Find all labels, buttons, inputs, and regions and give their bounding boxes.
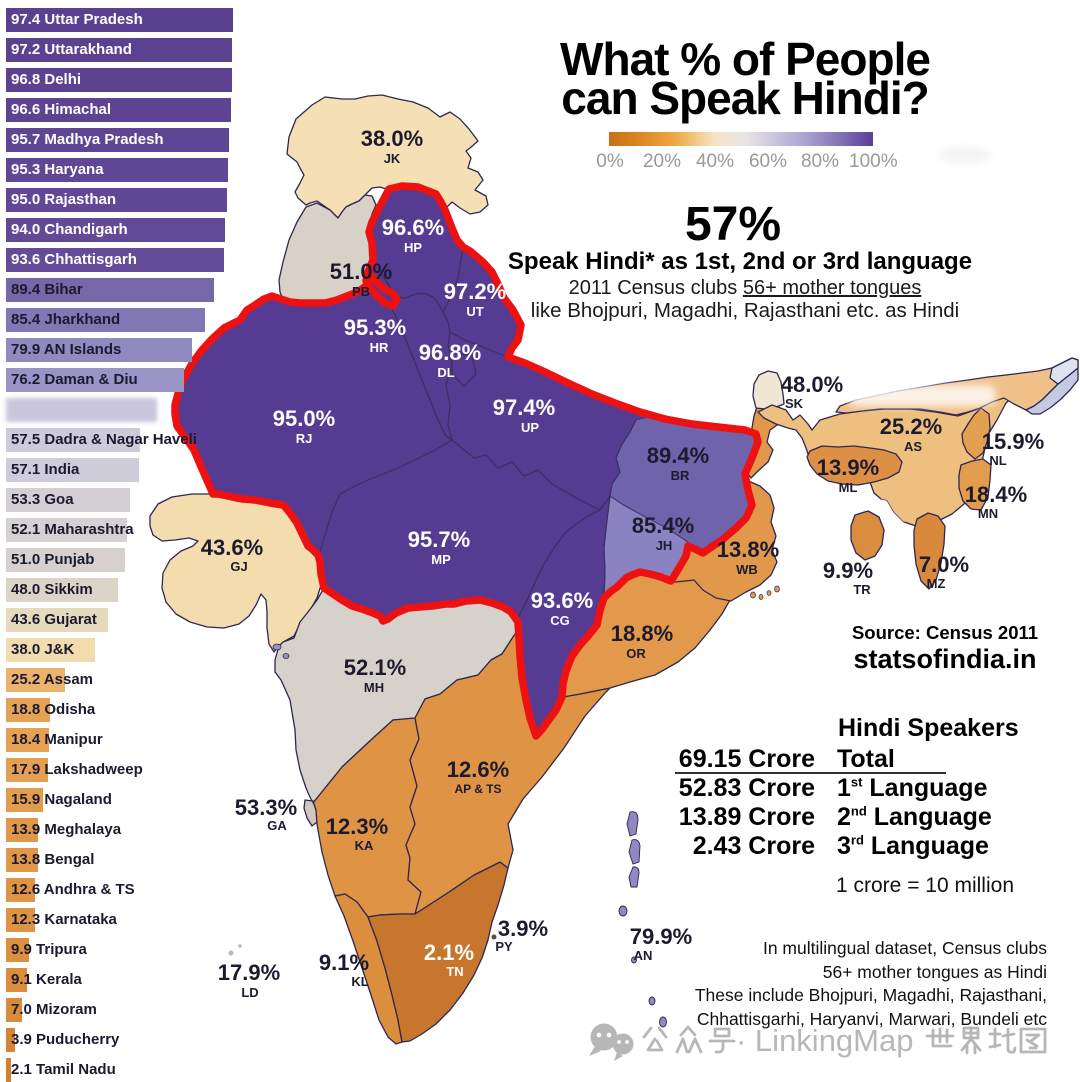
- svg-text:DL: DL: [437, 365, 454, 380]
- svg-text:JK: JK: [384, 151, 401, 166]
- svg-text:MH: MH: [364, 680, 384, 695]
- svg-text:13.9%: 13.9%: [817, 455, 879, 480]
- svg-text:GA: GA: [267, 818, 287, 833]
- svg-text:95.3%: 95.3%: [344, 315, 406, 340]
- svg-text:38.0%: 38.0%: [361, 126, 423, 151]
- svg-text:95.7%: 95.7%: [408, 527, 470, 552]
- svg-text:7.0%: 7.0%: [919, 552, 969, 577]
- svg-text:97.2%: 97.2%: [444, 279, 506, 304]
- svg-text:9.9%: 9.9%: [823, 558, 873, 583]
- svg-text:PY: PY: [495, 939, 513, 954]
- svg-text:51.0%: 51.0%: [330, 259, 392, 284]
- svg-text:TR: TR: [853, 582, 871, 597]
- svg-text:AS: AS: [904, 439, 922, 454]
- svg-text:RJ: RJ: [296, 431, 313, 446]
- svg-text:MN: MN: [978, 506, 998, 521]
- svg-text:97.4%: 97.4%: [493, 395, 555, 420]
- svg-text:WB: WB: [736, 562, 758, 577]
- svg-text:HP: HP: [404, 240, 422, 255]
- svg-text:ML: ML: [839, 480, 858, 495]
- svg-text:25.2%: 25.2%: [880, 414, 942, 439]
- svg-text:LD: LD: [241, 985, 258, 1000]
- svg-text:NL: NL: [989, 453, 1006, 468]
- svg-text:· LinkingMap: · LinkingMap: [736, 1023, 913, 1058]
- svg-text:KL: KL: [351, 974, 368, 989]
- svg-text:OR: OR: [626, 646, 646, 661]
- svg-text:52.1%: 52.1%: [344, 655, 406, 680]
- svg-text:GJ: GJ: [230, 559, 247, 574]
- svg-text:AP & TS: AP & TS: [454, 782, 501, 796]
- svg-text:93.6%: 93.6%: [531, 588, 593, 613]
- svg-text:13.8%: 13.8%: [717, 537, 779, 562]
- svg-text:79.9%: 79.9%: [630, 924, 692, 949]
- svg-text:17.9%: 17.9%: [218, 960, 280, 985]
- svg-text:SK: SK: [785, 396, 804, 411]
- svg-text:96.6%: 96.6%: [382, 215, 444, 240]
- svg-text:12.6%: 12.6%: [447, 757, 509, 782]
- svg-text:95.0%: 95.0%: [273, 406, 335, 431]
- svg-text:AN: AN: [634, 948, 653, 963]
- svg-text:HR: HR: [370, 340, 389, 355]
- svg-text:UT: UT: [466, 304, 483, 319]
- svg-text:2.1%: 2.1%: [424, 940, 474, 965]
- svg-text:18.4%: 18.4%: [965, 482, 1027, 507]
- svg-text:BR: BR: [671, 468, 690, 483]
- svg-text:12.3%: 12.3%: [326, 814, 388, 839]
- svg-text:KA: KA: [355, 838, 374, 853]
- svg-text:CG: CG: [550, 613, 570, 628]
- svg-text:48.0%: 48.0%: [781, 372, 843, 397]
- svg-text:UP: UP: [521, 420, 539, 435]
- svg-text:53.3%: 53.3%: [235, 795, 297, 820]
- svg-text:PB: PB: [352, 284, 370, 299]
- svg-text:43.6%: 43.6%: [201, 535, 263, 560]
- svg-text:MZ: MZ: [927, 576, 946, 591]
- svg-text:18.8%: 18.8%: [611, 621, 673, 646]
- svg-text:85.4%: 85.4%: [632, 513, 694, 538]
- svg-text:96.8%: 96.8%: [419, 340, 481, 365]
- svg-text:89.4%: 89.4%: [647, 443, 709, 468]
- svg-text:9.1%: 9.1%: [319, 950, 369, 975]
- svg-text:MP: MP: [431, 552, 451, 567]
- svg-text:15.9%: 15.9%: [982, 429, 1044, 454]
- svg-text:JH: JH: [656, 538, 673, 553]
- svg-text:TN: TN: [446, 964, 463, 979]
- svg-text:3.9%: 3.9%: [498, 916, 548, 941]
